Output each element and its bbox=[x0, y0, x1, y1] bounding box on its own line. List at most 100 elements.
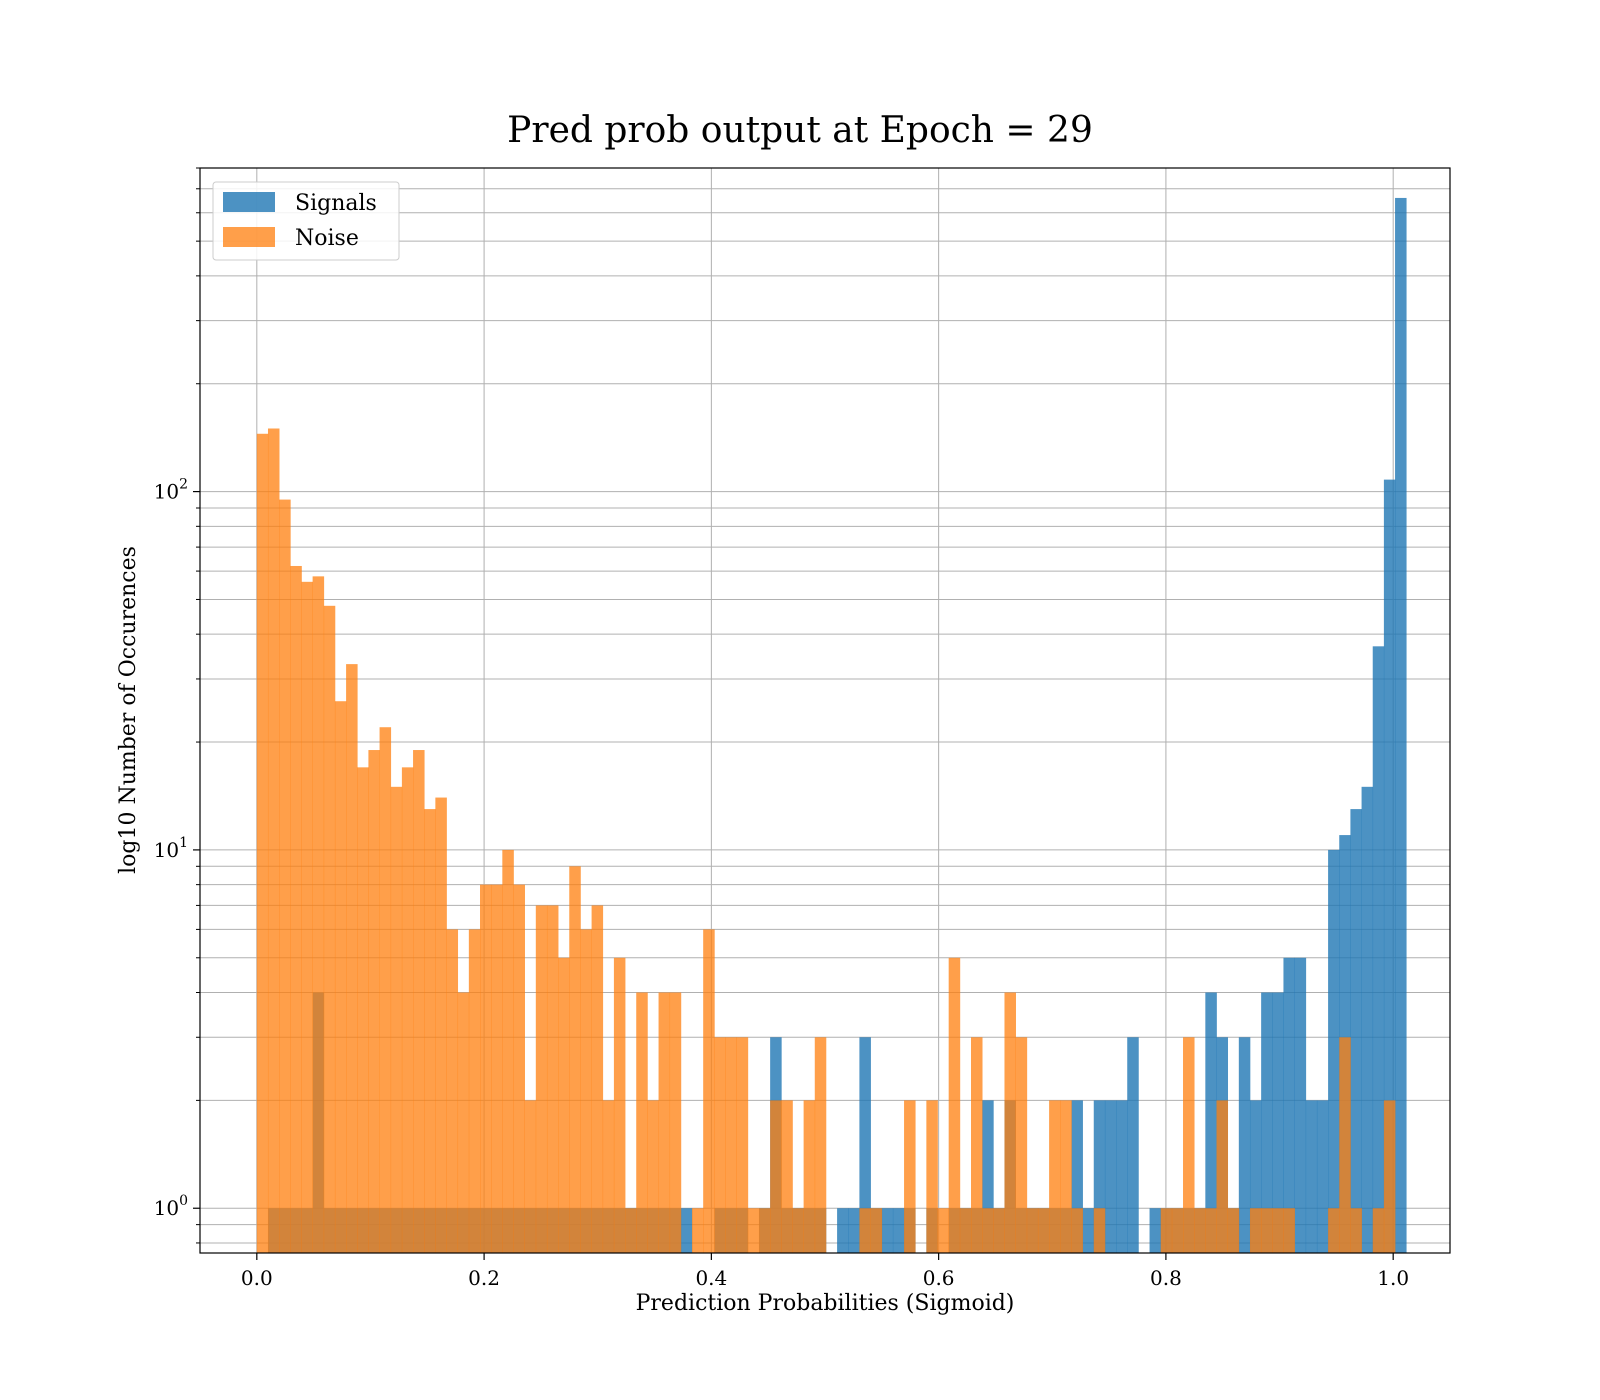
noise-bar-9 bbox=[357, 767, 369, 1253]
noise-bar-89 bbox=[1249, 1208, 1262, 1253]
noise-bar-73 bbox=[1071, 1208, 1083, 1253]
noise-bar-90 bbox=[1261, 1208, 1273, 1253]
signals-bar-88 bbox=[1238, 1037, 1251, 1253]
noise-bar-63 bbox=[959, 1208, 972, 1253]
noise-bar-1 bbox=[267, 428, 280, 1253]
noise-bar-55 bbox=[870, 1208, 883, 1253]
signals-bar-52 bbox=[837, 1208, 849, 1253]
noise-bar-84 bbox=[1194, 1208, 1206, 1253]
y-axis-label: log10 Number of Occurences bbox=[116, 546, 141, 874]
legend-label-signals: Signals bbox=[295, 191, 377, 216]
noise-bar-27 bbox=[558, 957, 570, 1253]
noise-bar-15 bbox=[424, 809, 436, 1253]
noise-bar-10 bbox=[368, 750, 380, 1253]
x-axis-label: Prediction Probabilities (Sigmoid) bbox=[636, 1291, 1015, 1316]
signals-bar-78 bbox=[1127, 1037, 1139, 1253]
signals-bar-57 bbox=[892, 1208, 905, 1253]
axis-ticks: 0.0 0.2 0.4 0.6 0.8 1.0 100 101 102 bbox=[154, 167, 1409, 1290]
noise-bar-31 bbox=[602, 1100, 615, 1253]
noise-bar-12 bbox=[390, 786, 403, 1253]
legend-swatch-noise bbox=[223, 227, 275, 247]
noise-bar-87 bbox=[1227, 1208, 1240, 1253]
noise-bar-41 bbox=[714, 1037, 726, 1253]
noise-bar-97 bbox=[1339, 1037, 1351, 1253]
noise-bar-67 bbox=[1004, 992, 1016, 1253]
noise-bar-5 bbox=[312, 576, 325, 1253]
noise-bar-30 bbox=[591, 905, 604, 1253]
signals-bar-65 bbox=[982, 1100, 994, 1253]
noise-bar-100 bbox=[1372, 1208, 1385, 1253]
x-tick-label-4: 0.8 bbox=[1150, 1266, 1182, 1290]
noise-bar-81 bbox=[1160, 1208, 1173, 1253]
noise-bar-13 bbox=[401, 767, 414, 1253]
legend: Signals Noise bbox=[212, 181, 400, 261]
noise-bar-14 bbox=[413, 750, 425, 1253]
signals-bar-95 bbox=[1316, 1100, 1329, 1253]
noise-bar-26 bbox=[546, 905, 559, 1253]
signals-bar-85 bbox=[1205, 992, 1217, 1253]
signals-bar-80 bbox=[1149, 1208, 1162, 1253]
noise-bar-3 bbox=[290, 565, 302, 1253]
signals-bar-101 bbox=[1383, 479, 1396, 1253]
noise-bar-24 bbox=[524, 1100, 537, 1253]
signals-bar-54 bbox=[859, 1037, 871, 1253]
noise-bar-22 bbox=[502, 849, 514, 1253]
signals-bar-74 bbox=[1082, 1208, 1095, 1253]
y-tick-label-1: 101 bbox=[154, 835, 188, 862]
noise-bar-35 bbox=[647, 1100, 659, 1253]
noise-bar-11 bbox=[379, 727, 392, 1253]
noise-bar-8 bbox=[346, 664, 358, 1253]
noise-bar-36 bbox=[658, 992, 671, 1253]
noise-bar-25 bbox=[535, 905, 548, 1253]
noise-bar-2 bbox=[279, 499, 291, 1254]
noise-bar-64 bbox=[971, 1037, 983, 1253]
x-tick-label-1: 0.2 bbox=[468, 1266, 500, 1290]
noise-bar-19 bbox=[468, 929, 481, 1253]
noise-bar-32 bbox=[613, 957, 626, 1253]
noise-bar-21 bbox=[491, 884, 503, 1253]
noise-bar-29 bbox=[580, 929, 592, 1253]
y-tick-label-2: 102 bbox=[154, 477, 188, 504]
signals-bar-89 bbox=[1249, 1100, 1262, 1253]
signals-bar-102 bbox=[1395, 197, 1407, 1254]
noise-bar-70 bbox=[1037, 1208, 1050, 1253]
x-tick-label-3: 0.6 bbox=[923, 1266, 955, 1290]
signals-bar-98 bbox=[1350, 809, 1362, 1253]
noise-bar-50 bbox=[814, 1037, 827, 1253]
signals-bar-75 bbox=[1093, 1100, 1106, 1253]
signals-bar-91 bbox=[1272, 992, 1284, 1253]
signals-bar-99 bbox=[1361, 786, 1374, 1253]
signals-bar-96 bbox=[1328, 849, 1340, 1253]
noise-bar-47 bbox=[781, 1100, 793, 1253]
signals-bar-90 bbox=[1261, 992, 1273, 1253]
signals-bar-53 bbox=[848, 1208, 860, 1253]
y-tick-label-0: 100 bbox=[154, 1193, 188, 1220]
signals-bar-93 bbox=[1294, 957, 1307, 1253]
noise-bar-34 bbox=[636, 992, 648, 1253]
legend-label-noise: Noise bbox=[295, 226, 359, 251]
noise-bar-54 bbox=[859, 1208, 871, 1253]
noise-bar-42 bbox=[725, 1037, 738, 1253]
noise-bar-28 bbox=[569, 866, 581, 1253]
noise-bar-85 bbox=[1205, 1208, 1217, 1253]
noise-bar-18 bbox=[457, 992, 470, 1253]
noise-bar-20 bbox=[480, 884, 492, 1253]
noise-bar-58 bbox=[904, 1100, 916, 1253]
noise-bar-65 bbox=[982, 1208, 994, 1253]
noise-bar-96 bbox=[1328, 1208, 1340, 1253]
noise-bar-82 bbox=[1171, 1208, 1184, 1253]
noise-bar-62 bbox=[948, 957, 961, 1253]
x-tick-label-0: 0.0 bbox=[241, 1266, 273, 1290]
noise-bar-43 bbox=[736, 1037, 749, 1253]
noise-bar-7 bbox=[334, 701, 347, 1253]
x-tick-label-2: 0.4 bbox=[695, 1266, 727, 1290]
noise-bar-23 bbox=[513, 884, 525, 1253]
x-tick-label-5: 1.0 bbox=[1377, 1266, 1409, 1290]
noise-bar-83 bbox=[1183, 1037, 1195, 1253]
noise-bar-48 bbox=[792, 1208, 804, 1253]
noise-bar-49 bbox=[803, 1100, 816, 1253]
noise-bar-37 bbox=[669, 992, 682, 1253]
noise-bar-91 bbox=[1272, 1208, 1284, 1253]
noise-bar-4 bbox=[301, 581, 313, 1253]
